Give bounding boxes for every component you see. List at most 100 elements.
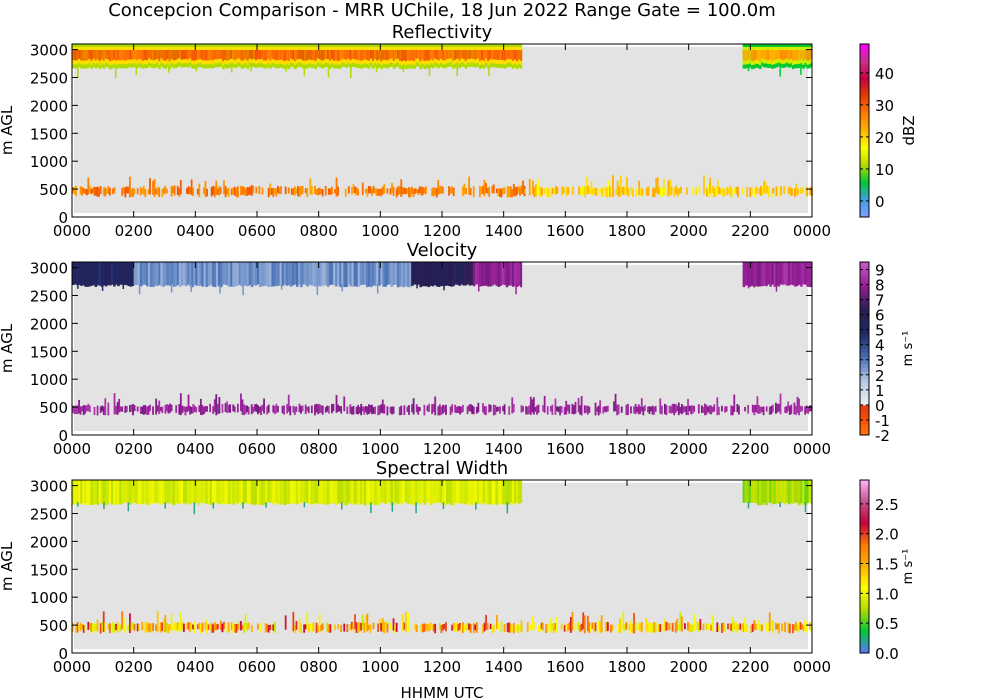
low-return-column: [553, 623, 555, 634]
low-return-column: [331, 186, 333, 195]
low-return-column: [289, 406, 292, 416]
low-return-column: [389, 622, 392, 631]
band-strip: [234, 262, 237, 287]
low-return-column: [380, 404, 383, 413]
band-strip: [431, 480, 435, 504]
low-return-column: [551, 404, 554, 415]
band-strip: [257, 480, 260, 506]
low-return-column: [599, 188, 602, 194]
low-return-column: [300, 185, 302, 196]
band-strip: [382, 50, 385, 60]
low-return-column: [648, 624, 651, 631]
low-return-column: [212, 185, 215, 195]
band-strip: [148, 50, 151, 59]
low-return-column: [102, 611, 105, 633]
low-return-column: [497, 622, 500, 630]
band-strip: [320, 50, 324, 61]
low-return-column: [711, 615, 714, 632]
band-strip: [125, 480, 128, 503]
fall-streak: [442, 502, 445, 509]
band-strip: [174, 262, 178, 287]
low-return-column: [541, 188, 543, 196]
band-strip: [263, 262, 266, 286]
band-strip: [265, 262, 268, 286]
band-strip: [421, 50, 424, 60]
band-strip: [187, 480, 190, 504]
band-strip: [193, 480, 196, 504]
band-strip: [209, 480, 213, 505]
band-strip: [178, 262, 182, 288]
low-return-column: [136, 623, 139, 632]
low-return-column: [565, 624, 568, 630]
low-return-column: [369, 405, 372, 413]
low-return-column: [127, 186, 130, 194]
band-strip: [454, 262, 457, 285]
band-strip: [476, 480, 480, 504]
colorbar-segment: [860, 314, 869, 319]
low-return-column: [539, 186, 542, 197]
band-strip: [170, 262, 174, 285]
band-strip: [437, 480, 441, 503]
low-return-column: [706, 188, 708, 197]
band-strip: [133, 262, 137, 286]
band-strip: [224, 50, 227, 60]
band-strip: [376, 262, 379, 286]
low-return-column: [383, 184, 386, 194]
band-strip: [326, 480, 330, 505]
low-return-column: [580, 623, 583, 631]
low-return-column: [503, 624, 506, 632]
y-tick-label: 1000: [30, 589, 68, 607]
band-strip: [72, 50, 75, 61]
low-return-column: [667, 180, 670, 197]
colorbar-segment: [860, 333, 869, 338]
low-return-column: [272, 188, 275, 198]
band-strip: [470, 262, 474, 286]
band-strip: [117, 262, 120, 287]
low-return-column: [651, 623, 654, 633]
low-return-column: [355, 406, 358, 414]
band-strip: [771, 50, 774, 61]
low-return-column: [252, 406, 255, 413]
band-strip: [269, 262, 272, 287]
low-return-column: [368, 404, 370, 414]
low-return-column: [449, 187, 452, 194]
low-return-column: [363, 406, 366, 415]
band-strip: [121, 262, 124, 285]
band-strip: [411, 50, 414, 61]
low-return-column: [799, 405, 802, 412]
low-return-column: [112, 622, 114, 634]
low-return-column: [722, 622, 725, 632]
colorbar-tick-label: 9: [875, 262, 885, 280]
band-strip: [378, 262, 381, 286]
low-return-column: [257, 623, 259, 630]
band-strip: [417, 262, 420, 285]
low-return-column: [537, 404, 540, 413]
band-strip: [787, 50, 791, 60]
low-return-column: [340, 624, 343, 632]
low-return-column: [164, 404, 167, 414]
band-strip: [111, 262, 114, 285]
low-return-column: [445, 622, 447, 632]
low-return-column: [364, 615, 367, 631]
band-strip: [111, 50, 114, 61]
band-strip: [92, 480, 96, 505]
low-return-column: [465, 623, 467, 630]
low-return-column: [389, 406, 392, 414]
colorbar-segment: [860, 280, 869, 285]
low-return-column: [414, 188, 417, 194]
low-return-column: [247, 406, 250, 415]
low-return-column: [146, 406, 148, 415]
low-return-column: [116, 621, 119, 633]
band-strip: [129, 480, 133, 505]
band-strip: [520, 480, 523, 503]
low-return-column: [730, 187, 733, 198]
low-return-column: [479, 185, 481, 198]
colorbar-segment: [860, 374, 869, 379]
band-strip: [493, 50, 496, 60]
band-strip: [291, 480, 295, 504]
low-return-column: [250, 185, 253, 196]
low-return-column: [684, 406, 686, 412]
low-return-column: [320, 405, 323, 413]
low-return-column: [596, 188, 599, 196]
fall-streak: [250, 66, 252, 72]
